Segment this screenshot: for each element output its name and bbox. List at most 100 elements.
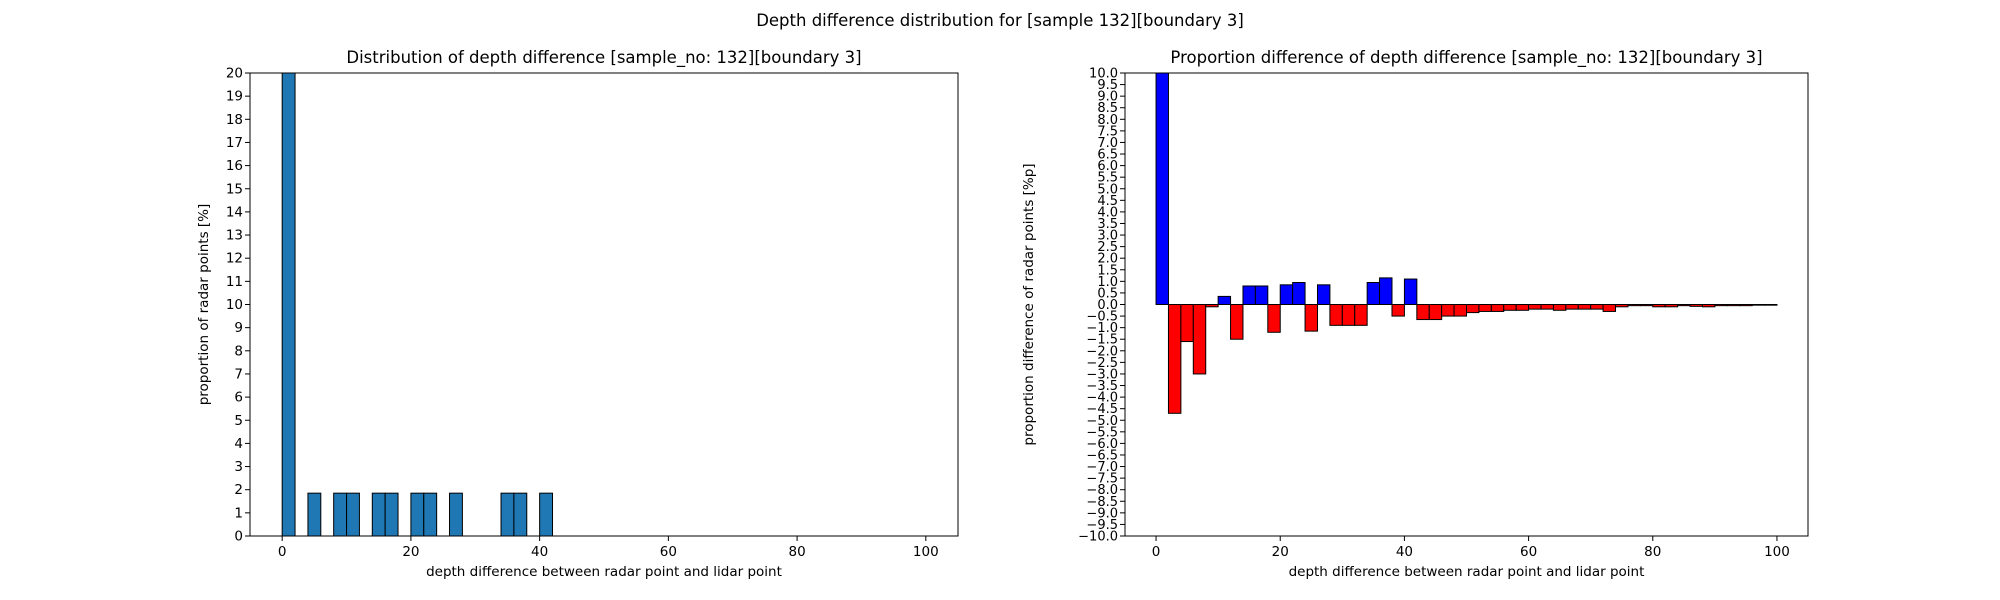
- bar-1-17: [1366, 282, 1381, 306]
- bar-0-9: [500, 492, 515, 537]
- ytick-label-0-14: 14: [226, 204, 243, 220]
- left-chart-frame: [249, 72, 959, 537]
- bar-0-6: [410, 492, 425, 537]
- right-chart-frame: [1124, 72, 1809, 537]
- right-chart-bars: [1155, 72, 1778, 414]
- ytick-label-1-24: 2.0: [1097, 252, 1118, 267]
- bar-1-42: [1677, 304, 1691, 307]
- bar-1-3: [1192, 304, 1207, 375]
- ytick-label-0-2: 2: [234, 482, 243, 498]
- ytick-label-1-16: −2.0: [1086, 344, 1118, 359]
- bar-1-7: [1242, 285, 1256, 306]
- bar-1-18: [1379, 277, 1393, 306]
- bar-1-27: [1490, 304, 1505, 312]
- ytick-label-1-9: −5.5: [1086, 425, 1118, 440]
- left-chart-distribution: Distribution of depth difference [sample…: [196, 48, 959, 580]
- bar-1-41: [1664, 304, 1679, 308]
- ytick-label-1-36: 8.0: [1097, 113, 1118, 128]
- bar-1-10: [1279, 284, 1294, 306]
- ytick-label-0-7: 7: [234, 366, 243, 382]
- bar-1-2: [1180, 304, 1194, 343]
- bar-0-5: [384, 492, 399, 537]
- ytick-label-0-20: 20: [226, 66, 243, 82]
- ytick-label-1-22: 1.0: [1097, 275, 1118, 290]
- bar-0-1: [307, 492, 322, 537]
- ytick-label-1-18: −1.0: [1086, 321, 1118, 336]
- bar-1-26: [1478, 304, 1492, 312]
- bar-1-6: [1230, 304, 1244, 340]
- ytick-label-1-39: 9.5: [1097, 78, 1118, 93]
- bar-1-43: [1689, 304, 1703, 307]
- ytick-label-1-3: −8.5: [1086, 495, 1118, 510]
- left-chart-xlabel: depth difference between radar point and…: [426, 564, 782, 580]
- xtick-label-0-3: 60: [660, 544, 677, 560]
- ytick-label-1-19: −0.5: [1086, 310, 1118, 325]
- ytick-label-1-33: 6.5: [1097, 148, 1118, 163]
- ytick-label-1-32: 6.0: [1097, 159, 1118, 174]
- ytick-label-1-26: 3.0: [1097, 229, 1118, 244]
- ytick-label-1-20: 0.0: [1097, 298, 1118, 313]
- bar-1-49: [1764, 304, 1778, 306]
- ytick-label-0-13: 13: [226, 228, 243, 244]
- ytick-label-0-0: 0: [234, 529, 243, 545]
- left-chart-bars: [281, 72, 554, 537]
- ytick-label-1-10: −5.0: [1086, 414, 1118, 429]
- bar-1-22: [1428, 304, 1443, 321]
- xtick-label-0-5: 100: [913, 544, 939, 560]
- bar-0-11: [539, 492, 554, 537]
- bar-1-33: [1565, 304, 1579, 310]
- ytick-label-1-12: −4.0: [1086, 391, 1118, 406]
- bar-1-20: [1403, 278, 1418, 306]
- bar-1-29: [1515, 304, 1530, 311]
- ytick-label-1-40: 10.0: [1089, 67, 1118, 82]
- ytick-label-1-30: 5.0: [1097, 182, 1118, 197]
- bar-1-38: [1627, 304, 1641, 307]
- right-chart-xlabel: depth difference between radar point and…: [1289, 564, 1645, 580]
- bar-0-8: [449, 492, 463, 537]
- xtick-label-1-5: 100: [1764, 544, 1790, 560]
- ytick-label-1-28: 4.0: [1097, 205, 1118, 220]
- bar-1-12: [1304, 304, 1318, 332]
- figure-suptitle: Depth difference distribution for [sampl…: [756, 11, 1244, 30]
- ytick-label-1-27: 3.5: [1097, 217, 1118, 232]
- bar-1-11: [1292, 282, 1306, 306]
- bar-0-3: [346, 492, 360, 537]
- ytick-label-1-7: −6.5: [1086, 448, 1118, 463]
- xtick-label-1-3: 60: [1520, 544, 1537, 560]
- bar-1-19: [1391, 304, 1405, 317]
- right-chart-y-axis: −10.0−9.5−9.0−8.5−8.0−7.5−7.0−6.5−6.0−5.…: [1078, 67, 1125, 545]
- bar-1-37: [1615, 304, 1629, 308]
- right-chart-x-axis: 0 20 40 60 80 100: [1152, 536, 1790, 560]
- ytick-label-1-8: −6.0: [1086, 437, 1118, 452]
- bar-1-46: [1726, 304, 1741, 307]
- bar-1-48: [1751, 304, 1766, 306]
- bar-1-30: [1528, 304, 1542, 310]
- ytick-label-1-15: −2.5: [1086, 356, 1118, 371]
- ytick-label-0-10: 10: [226, 297, 243, 313]
- ytick-label-0-19: 19: [226, 89, 243, 105]
- ytick-label-1-37: 8.5: [1097, 101, 1118, 116]
- bar-1-28: [1503, 304, 1517, 311]
- ytick-label-1-6: −7.0: [1086, 460, 1118, 475]
- ytick-label-1-25: 2.5: [1097, 240, 1118, 255]
- bar-1-21: [1416, 304, 1430, 321]
- bar-1-8: [1254, 285, 1269, 306]
- bar-1-44: [1701, 304, 1716, 308]
- left-chart-ylabel: proportion of radar points [%]: [196, 204, 212, 406]
- ytick-label-0-5: 5: [234, 413, 243, 429]
- xtick-label-1-1: 20: [1272, 544, 1289, 560]
- ytick-label-1-2: −9.0: [1086, 506, 1118, 521]
- bar-1-0: [1155, 72, 1169, 305]
- bar-1-23: [1441, 304, 1455, 317]
- bar-0-10: [513, 492, 528, 537]
- xtick-label-1-2: 40: [1396, 544, 1413, 560]
- ytick-label-1-17: −1.5: [1086, 333, 1118, 348]
- ytick-label-1-13: −3.5: [1086, 379, 1118, 394]
- ytick-label-1-4: −8.0: [1086, 483, 1118, 498]
- ytick-label-1-38: 9.0: [1097, 90, 1118, 105]
- bar-1-1: [1167, 304, 1182, 414]
- bar-1-31: [1540, 304, 1554, 310]
- xtick-label-0-0: 0: [278, 544, 287, 560]
- bar-1-35: [1590, 304, 1604, 310]
